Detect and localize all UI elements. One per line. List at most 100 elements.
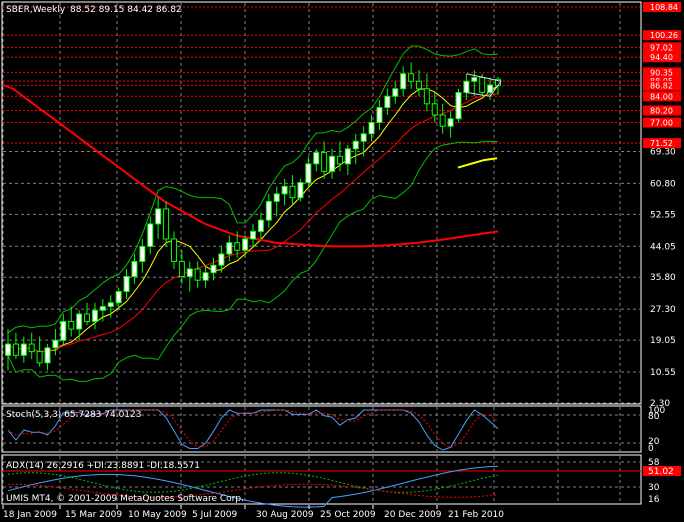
price-pane-frame bbox=[1, 1, 642, 405]
level-tag-label: 71.52 bbox=[650, 139, 673, 148]
candle-body bbox=[36, 351, 43, 364]
candle-body bbox=[313, 152, 320, 165]
candle-body bbox=[297, 182, 304, 199]
candle-body bbox=[84, 313, 91, 323]
ma-fast-projection bbox=[457, 157, 498, 169]
time-tick-label: 21 Feb 2010 bbox=[448, 510, 504, 520]
candle-body bbox=[281, 185, 288, 195]
level-tag-bg bbox=[643, 138, 681, 149]
adx-pane-frame bbox=[1, 454, 642, 505]
level-tag-label: 84.00 bbox=[650, 92, 673, 101]
level-tag-label: 100.26 bbox=[650, 31, 678, 40]
price-tick-label: 2.30 bbox=[650, 399, 670, 409]
adx-label: ADX(14) 26.2916 +DI:23.8891 -DI:18.5571 bbox=[6, 461, 200, 471]
stoch-pane-frame bbox=[1, 405, 642, 453]
level-price-tags: 108.84100.2697.0294.4090.3588.0586.8284.… bbox=[643, 2, 681, 149]
stoch-pane[interactable]: Stoch(5,3,3) 65.7283 74.0123 100 80 20 0 bbox=[1, 405, 665, 454]
candle-body bbox=[368, 122, 375, 135]
level-tag-bg bbox=[643, 30, 681, 41]
trend-channel bbox=[466, 73, 502, 97]
candle-body bbox=[479, 76, 486, 94]
candle-body bbox=[99, 306, 106, 311]
candle-body bbox=[360, 133, 367, 142]
adx-axis-51: 51.02 bbox=[648, 467, 674, 477]
price-tick-label: 35.80 bbox=[650, 273, 676, 283]
candle-body bbox=[115, 290, 122, 304]
price-pane[interactable]: SBER,Weekly 88.52 89.15 84.42 86.82 69.3… bbox=[1, 1, 681, 409]
price-axis: 69.30 60.80 52.55 44.05 35.80 27.30 19.05 10.55… bbox=[650, 147, 676, 409]
stoch-axis-20: 20 bbox=[648, 437, 660, 447]
level-tag-bg bbox=[643, 91, 681, 102]
adx-axis-58: 58 bbox=[648, 458, 660, 468]
candle-body bbox=[123, 275, 130, 292]
level-tag-label: 80.20 bbox=[650, 107, 673, 116]
stoch-axis-100: 100 bbox=[648, 406, 665, 416]
adx-lines bbox=[7, 465, 499, 508]
candle-body bbox=[344, 148, 351, 165]
copyright: UMIS MT4, © 2001-2009 MetaQuotes Softwar… bbox=[6, 494, 244, 504]
candle-body bbox=[210, 264, 217, 274]
stoch-label: Stoch(5,3,3) 65.7283 74.0123 bbox=[6, 410, 141, 420]
candle-body bbox=[147, 223, 154, 247]
candle-body bbox=[415, 80, 422, 90]
candle-body bbox=[329, 155, 336, 172]
stoch-signal-line bbox=[7, 409, 499, 449]
level-tag-label: 86.82 bbox=[650, 82, 673, 91]
candle-body bbox=[487, 84, 494, 94]
candle-body bbox=[139, 245, 146, 262]
time-tick-label: 5 Jul 2009 bbox=[192, 510, 237, 520]
time-tick-label: 18 Jan 2009 bbox=[3, 510, 57, 520]
price-tick-label: 69.30 bbox=[650, 147, 676, 157]
adx-pane[interactable]: ADX(14) 26.2916 +DI:23.8891 -DI:18.5571 … bbox=[1, 454, 681, 508]
price-tick-label: 19.05 bbox=[650, 336, 676, 346]
candle-body bbox=[202, 272, 209, 281]
candle-body bbox=[376, 107, 383, 124]
candle-body bbox=[155, 208, 162, 225]
candle-body bbox=[455, 92, 462, 120]
candle-body bbox=[408, 73, 415, 82]
stoch-axis-80: 80 bbox=[648, 412, 660, 422]
level-tag-bg bbox=[643, 67, 681, 78]
candle-body bbox=[352, 140, 359, 150]
ohlc-readout: 88.52 89.15 84.42 86.82 bbox=[70, 5, 182, 15]
level-tag-bg bbox=[643, 80, 681, 91]
candle-body bbox=[305, 163, 312, 184]
price-tick-label: 10.55 bbox=[650, 368, 676, 378]
candle-body bbox=[423, 88, 430, 105]
level-tag-bg bbox=[643, 42, 681, 53]
candle-body bbox=[463, 80, 470, 94]
candle-body bbox=[28, 343, 35, 353]
candle-body bbox=[234, 242, 241, 251]
price-tick-label: 52.55 bbox=[650, 210, 676, 220]
candle-body bbox=[257, 219, 264, 232]
stoch-lines bbox=[7, 409, 499, 451]
adx-grid bbox=[2, 456, 640, 503]
candle-body bbox=[44, 347, 51, 364]
candle-body bbox=[68, 321, 75, 330]
candle-body bbox=[447, 118, 454, 127]
adx-main-line bbox=[7, 465, 499, 508]
bollinger-upper bbox=[7, 45, 499, 334]
time-tick-label: 20 Dec 2009 bbox=[384, 510, 442, 520]
chart-title: SBER,Weekly bbox=[6, 5, 66, 15]
candle-body bbox=[194, 268, 201, 281]
candle-body bbox=[439, 114, 446, 127]
candle-body bbox=[178, 260, 185, 277]
adx-tag-bg bbox=[643, 466, 681, 476]
ma-mid-line bbox=[7, 93, 499, 353]
candle-body bbox=[392, 88, 399, 97]
time-tick-label: 25 Oct 2009 bbox=[320, 510, 376, 520]
candle-body bbox=[273, 193, 280, 202]
candle-body bbox=[107, 302, 114, 308]
candle-body bbox=[60, 321, 67, 341]
candle-body bbox=[170, 238, 177, 262]
candle-body bbox=[218, 253, 225, 266]
level-tag-label: 77.00 bbox=[650, 119, 673, 128]
time-tick-label: 30 Aug 2009 bbox=[256, 510, 314, 520]
candle-body bbox=[242, 238, 249, 251]
candle-body bbox=[336, 155, 343, 165]
candle-body bbox=[163, 208, 170, 240]
level-tag-label: 94.40 bbox=[650, 53, 673, 62]
adx-axis-16: 16 bbox=[648, 495, 660, 505]
